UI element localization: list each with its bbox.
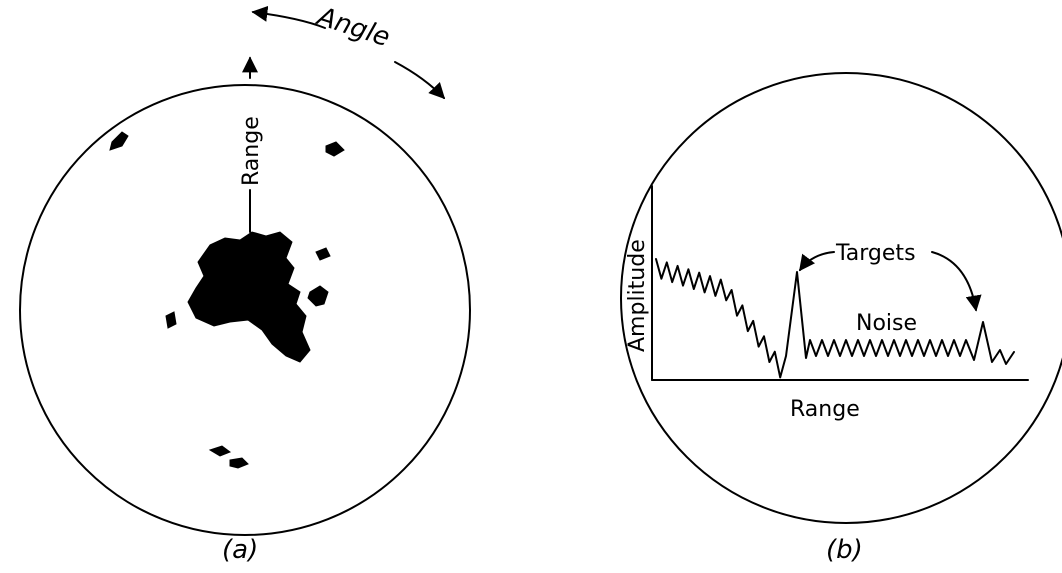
signal-trace [655, 258, 1015, 379]
x-axis-label: Range [790, 397, 860, 422]
angle-label: Angle [312, 1, 394, 53]
target-arrow-2 [931, 251, 982, 312]
range-label-vertical: Range [239, 116, 264, 186]
target-echo [208, 445, 232, 457]
target-echo [307, 285, 329, 307]
angle-arrow-left [251, 5, 326, 29]
ppi-scope-circle [19, 84, 471, 536]
target-arrow-1 [799, 251, 835, 272]
target-echo [229, 457, 249, 469]
target-echo [315, 247, 331, 261]
targets-label: Targets [835, 241, 916, 266]
target-echo [325, 141, 345, 157]
panel-a-ppi: Angle Range (a) [19, 1, 471, 565]
caption-a: (a) [222, 535, 258, 565]
y-axis-label: Amplitude [625, 239, 650, 352]
ground-clutter-blob [187, 231, 311, 363]
panel-b-ascope: Amplitude Range Targets Noise (b) [620, 72, 1062, 565]
caption-b: (b) [826, 535, 863, 565]
target-echo [165, 311, 177, 329]
angle-arrow-right [394, 61, 446, 100]
noise-label: Noise [856, 311, 917, 336]
target-echo [109, 131, 129, 151]
ascope-scope-circle [620, 72, 1062, 524]
